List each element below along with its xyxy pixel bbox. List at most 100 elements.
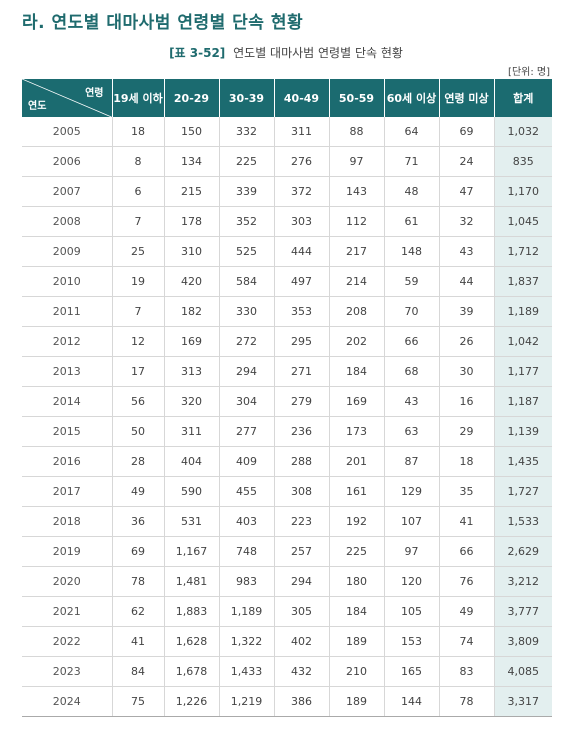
count-cell: 386: [273, 686, 329, 717]
count-cell: 69: [111, 536, 164, 567]
count-cell: 105: [383, 596, 439, 627]
count-cell: 150: [163, 117, 219, 147]
count-cell: 16: [438, 386, 494, 417]
count-cell: 310: [163, 236, 219, 267]
count-cell: 36: [111, 506, 164, 537]
count-cell: 50: [111, 416, 164, 447]
year-cell: 2006: [22, 146, 112, 177]
year-cell: 2014: [22, 386, 112, 417]
table-row: 2017 49 590 455 308 161 129 35 1,727: [22, 476, 552, 507]
total-cell: 4,085: [493, 656, 552, 687]
count-cell: 420: [163, 266, 219, 297]
count-cell: 12: [111, 326, 164, 357]
count-cell: 88: [328, 117, 384, 147]
total-cell: 3,212: [493, 566, 552, 597]
count-cell: 210: [328, 656, 384, 687]
count-cell: 47: [438, 176, 494, 207]
total-cell: 1,032: [493, 117, 552, 147]
count-cell: 236: [273, 416, 329, 447]
column-header: 40-49: [273, 79, 329, 117]
count-cell: 97: [328, 146, 384, 177]
count-cell: 7: [111, 206, 164, 237]
count-cell: 189: [328, 626, 384, 657]
count-cell: 182: [163, 296, 219, 327]
total-cell: 3,809: [493, 626, 552, 657]
count-cell: 18: [111, 117, 164, 147]
count-cell: 497: [273, 266, 329, 297]
count-cell: 43: [438, 236, 494, 267]
count-cell: 18: [438, 446, 494, 477]
table-row: 2022 41 1,628 1,322 402 189 153 74 3,809: [22, 626, 552, 657]
count-cell: 372: [273, 176, 329, 207]
count-cell: 64: [383, 117, 439, 147]
count-cell: 1,167: [163, 536, 219, 567]
count-cell: 1,219: [218, 686, 274, 717]
table-caption-text: 연도별 대마사범 연령별 단속 현황: [233, 46, 403, 60]
count-cell: 332: [218, 117, 274, 147]
count-cell: 288: [273, 446, 329, 477]
year-cell: 2009: [22, 236, 112, 267]
total-cell: 1,712: [493, 236, 552, 267]
count-cell: 24: [438, 146, 494, 177]
count-cell: 143: [328, 176, 384, 207]
count-cell: 49: [438, 596, 494, 627]
column-header: 50-59: [328, 79, 384, 117]
year-cell: 2011: [22, 296, 112, 327]
total-cell: 835: [493, 146, 552, 177]
year-cell: 2013: [22, 356, 112, 387]
count-cell: 311: [273, 117, 329, 147]
count-cell: 294: [273, 566, 329, 597]
count-cell: 214: [328, 266, 384, 297]
count-cell: 161: [328, 476, 384, 507]
section-title: 라. 연도별 대마사범 연령별 단속 현황: [22, 13, 304, 33]
column-header: 30-39: [218, 79, 274, 117]
corner-label-age: 연령: [85, 88, 104, 99]
count-cell: 39: [438, 296, 494, 327]
year-cell: 2017: [22, 476, 112, 507]
table-row: 2024 75 1,226 1,219 386 189 144 78 3,317: [22, 686, 552, 717]
count-cell: 223: [273, 506, 329, 537]
count-cell: 225: [218, 146, 274, 177]
count-cell: 8: [111, 146, 164, 177]
count-cell: 277: [218, 416, 274, 447]
count-cell: 69: [438, 117, 494, 147]
count-cell: 1,628: [163, 626, 219, 657]
count-cell: 78: [111, 566, 164, 597]
count-cell: 320: [163, 386, 219, 417]
count-cell: 311: [163, 416, 219, 447]
count-cell: 62: [111, 596, 164, 627]
table-row: 2015 50 311 277 236 173 63 29 1,139: [22, 416, 552, 447]
count-cell: 184: [328, 596, 384, 627]
count-cell: 6: [111, 176, 164, 207]
count-cell: 129: [383, 476, 439, 507]
total-cell: 1,187: [493, 386, 552, 417]
year-cell: 2015: [22, 416, 112, 447]
count-cell: 202: [328, 326, 384, 357]
count-cell: 169: [163, 326, 219, 357]
header-row: 연령 연도 19세 이하 20-29 30-39 40-49 50-59 60세…: [22, 79, 552, 117]
count-cell: 178: [163, 206, 219, 237]
count-cell: 107: [383, 506, 439, 537]
count-cell: 144: [383, 686, 439, 717]
count-cell: 66: [438, 536, 494, 567]
table-row: 2019 69 1,167 748 257 225 97 66 2,629: [22, 536, 552, 567]
count-cell: 84: [111, 656, 164, 687]
total-cell: 1,177: [493, 356, 552, 387]
count-cell: 48: [383, 176, 439, 207]
count-cell: 66: [383, 326, 439, 357]
year-cell: 2023: [22, 656, 112, 687]
count-cell: 590: [163, 476, 219, 507]
count-cell: 1,433: [218, 656, 274, 687]
count-cell: 70: [383, 296, 439, 327]
count-cell: 257: [273, 536, 329, 567]
count-cell: 404: [163, 446, 219, 477]
count-cell: 208: [328, 296, 384, 327]
count-cell: 43: [383, 386, 439, 417]
year-cell: 2005: [22, 117, 112, 147]
total-cell: 1,435: [493, 446, 552, 477]
count-cell: 76: [438, 566, 494, 597]
year-cell: 2007: [22, 176, 112, 207]
unit-label: [단위: 명]: [508, 67, 550, 78]
count-cell: 352: [218, 206, 274, 237]
total-cell: 1,837: [493, 266, 552, 297]
